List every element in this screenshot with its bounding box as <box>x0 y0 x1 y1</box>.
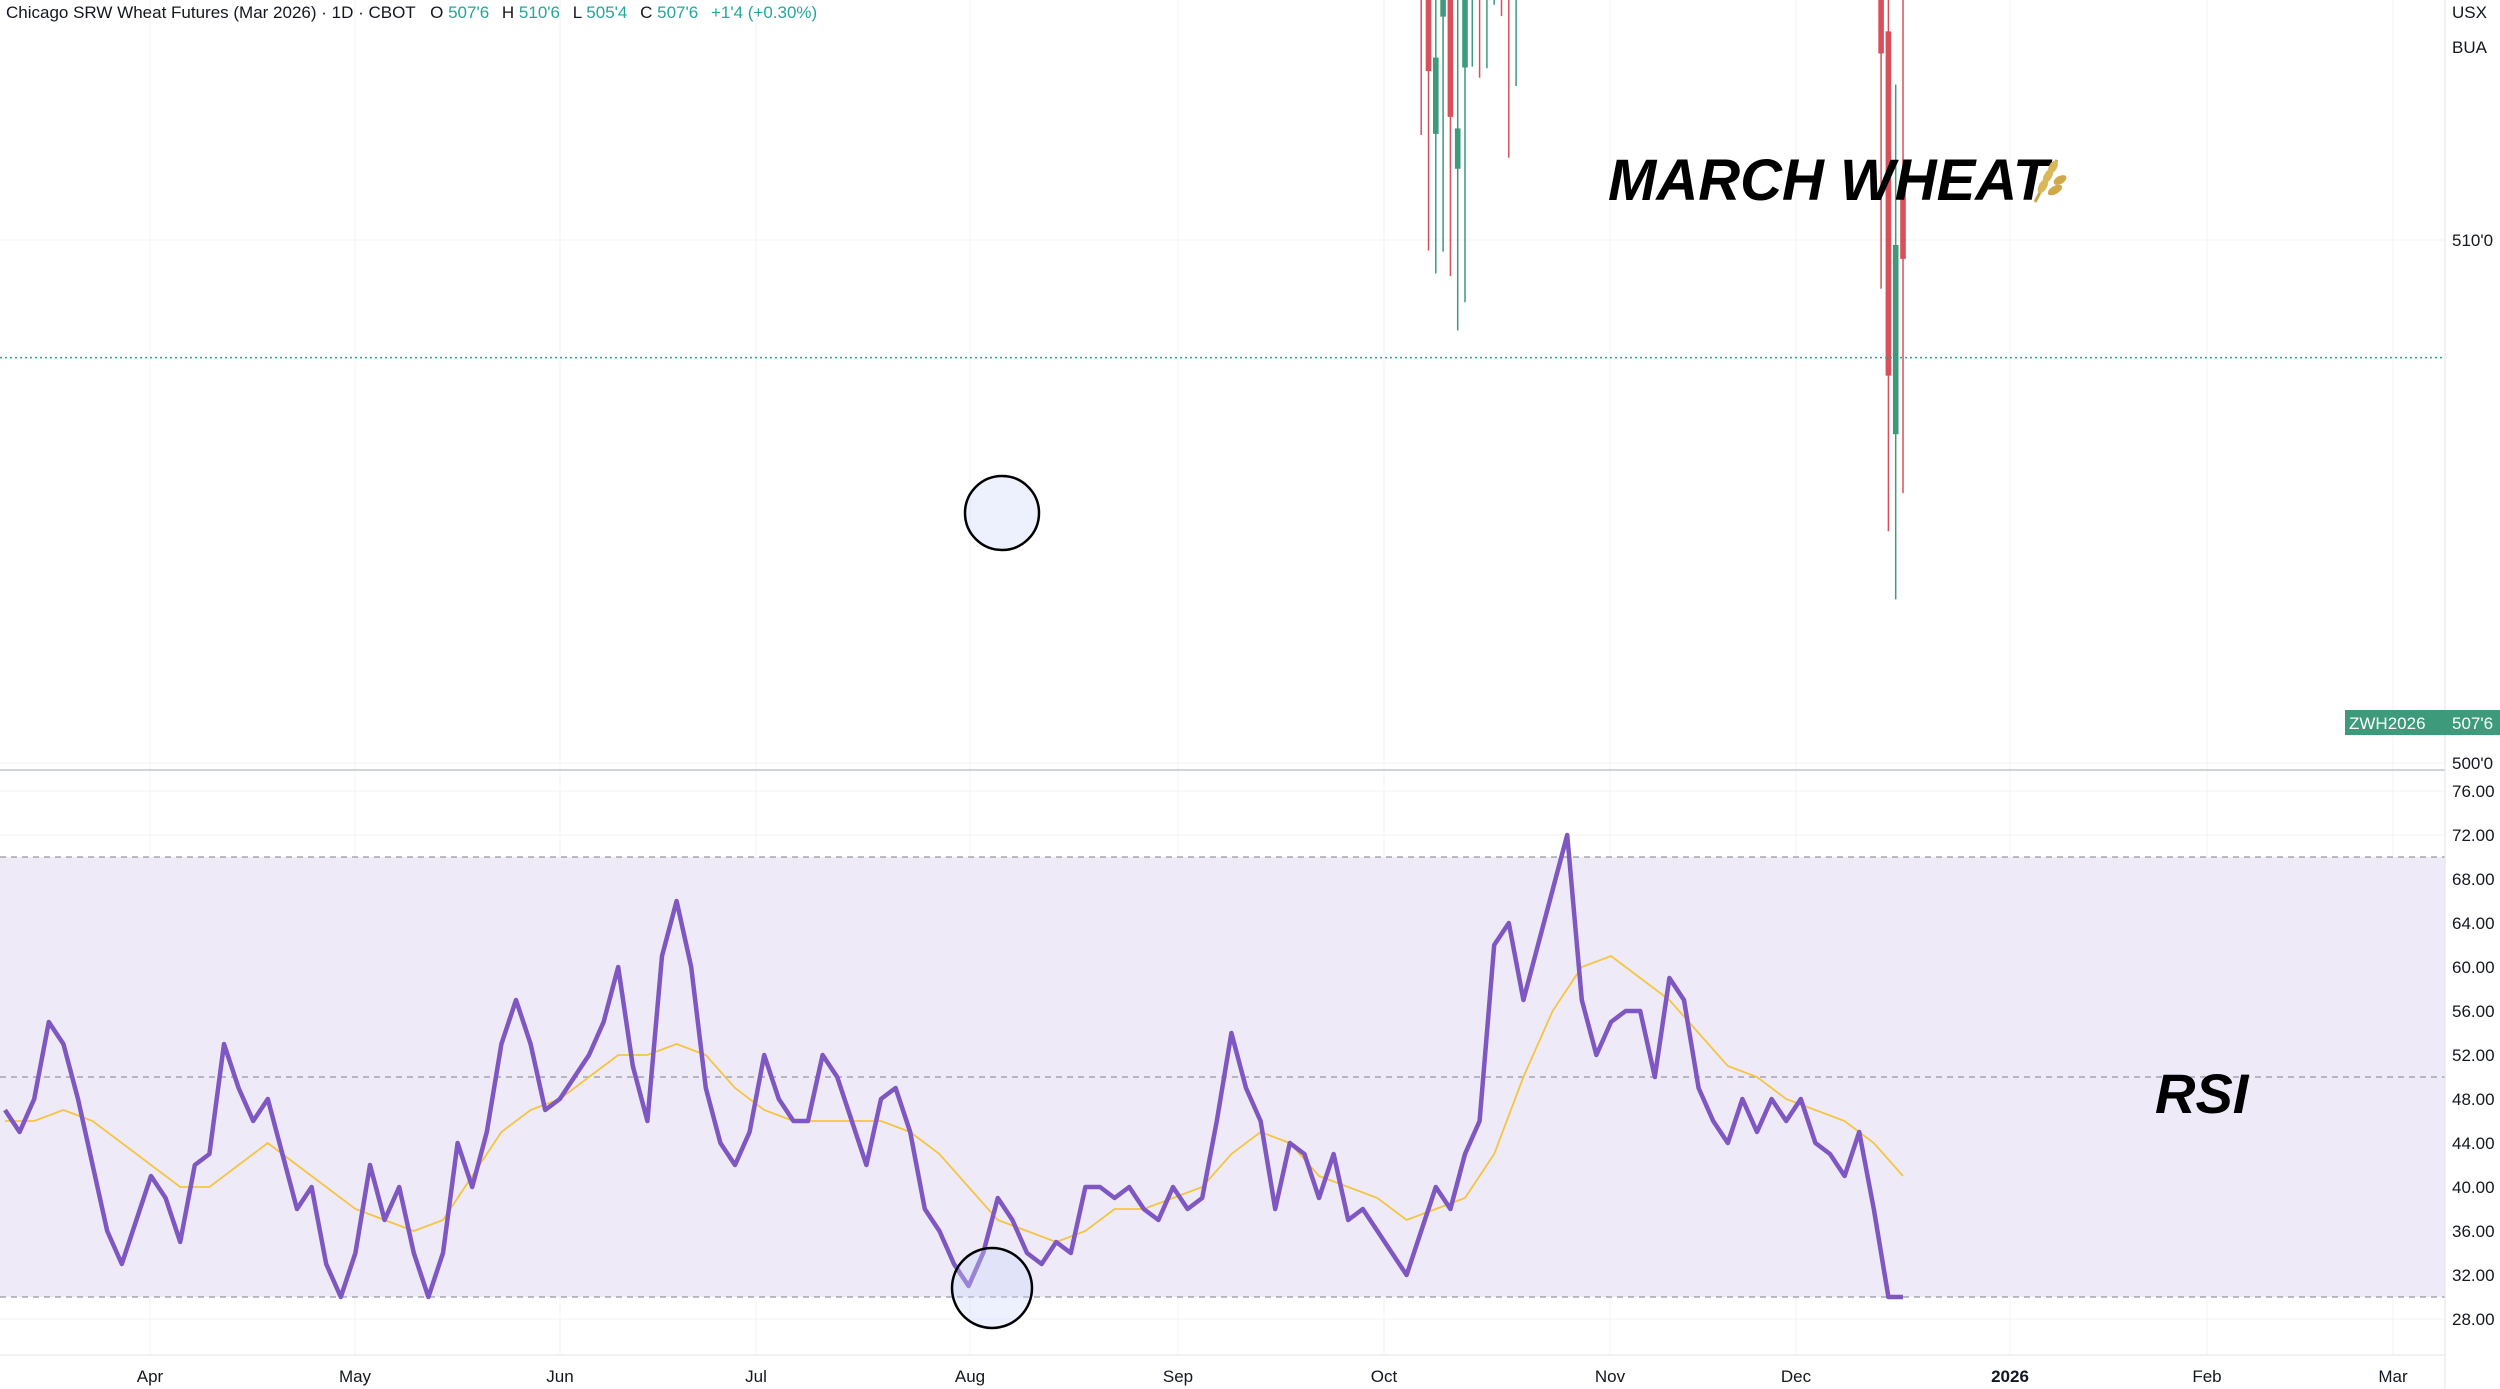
unit-label: BUA <box>2452 38 2488 57</box>
candle[interactable] <box>1477 0 1483 78</box>
price-tag-value: 507'6 <box>2452 714 2493 733</box>
rsi-tick-label: 44.00 <box>2452 1134 2495 1153</box>
high-value: 510'6 <box>519 3 560 22</box>
rsi-tick-label: 68.00 <box>2452 870 2495 889</box>
price-axis[interactable]: 500'0510'0520'0530'0540'0550'0560'0570'0… <box>2452 0 2493 773</box>
candle[interactable] <box>1454 0 1461 331</box>
time-axis[interactable]: Apr May Jun Jul Aug Sep Oct Nov Dec 2026 Feb Mar <box>137 1367 2408 1386</box>
month-tick-label: 2026 <box>1991 1367 2029 1386</box>
rsi-tick-label: 60.00 <box>2452 958 2495 977</box>
candle-body <box>1447 0 1454 117</box>
candle[interactable] <box>1470 0 1476 67</box>
price-tag-symbol: ZWH2026 <box>2349 714 2426 733</box>
month-tick-label: Mar <box>2378 1367 2408 1386</box>
month-tick-label: Dec <box>1781 1367 1812 1386</box>
rsi-tick-label: 52.00 <box>2452 1046 2495 1065</box>
change-value: +1'4 (+0.30%) <box>711 3 817 22</box>
candle-body <box>1454 128 1461 169</box>
rsi-title: RSI <box>2155 1062 2250 1125</box>
close-value: 507'6 <box>657 3 698 22</box>
candle-body <box>1878 0 1884 54</box>
price-tick-label: 500'0 <box>2452 754 2493 773</box>
rsi-tick-label: 56.00 <box>2452 1002 2495 1021</box>
close-label: C <box>640 3 652 22</box>
open-label: O <box>430 3 443 22</box>
rsi-tick-label: 76.00 <box>2452 782 2495 801</box>
rsi-tick-label: 40.00 <box>2452 1178 2495 1197</box>
rsi-layer[interactable] <box>3 832 1904 1300</box>
rsi-ma-line[interactable] <box>5 954 1904 1243</box>
price-tick-label: 510'0 <box>2452 231 2493 250</box>
candle[interactable] <box>1425 0 1432 251</box>
candle-body <box>1433 57 1439 134</box>
month-tick-label: Jun <box>546 1367 573 1386</box>
main-title: MARCH WHEAT <box>1608 148 2053 213</box>
month-tick-label: Aug <box>955 1367 985 1386</box>
currency-label: USX <box>2452 3 2487 22</box>
open-value: 507'6 <box>448 3 489 22</box>
candle-body <box>1425 0 1432 72</box>
highlight-circles <box>950 474 1041 1330</box>
candle-body <box>1885 31 1892 376</box>
month-tick-label: Nov <box>1595 1367 1626 1386</box>
symbol-description[interactable]: Chicago SRW Wheat Futures (Mar 2026) · 1… <box>6 3 415 22</box>
rsi-tick-label: 28.00 <box>2452 1310 2495 1329</box>
rsi-tick-label: 36.00 <box>2452 1222 2495 1241</box>
rsi-tick-label: 48.00 <box>2452 1090 2495 1109</box>
rsi-axis[interactable]: 28.00 32.00 36.00 40.00 44.00 48.00 52.00 56.00… <box>2452 782 2495 1329</box>
month-tick-label: May <box>339 1367 372 1386</box>
candle[interactable] <box>1447 0 1454 277</box>
low-value: 505'4 <box>586 3 627 22</box>
candle[interactable] <box>1462 0 1468 303</box>
candle-body <box>1900 189 1906 259</box>
candle[interactable] <box>1433 0 1439 274</box>
wheat-icon <box>2033 159 2067 203</box>
candle[interactable] <box>1440 0 1446 252</box>
month-tick-label: Jul <box>745 1367 767 1386</box>
rsi-tick-label: 32.00 <box>2452 1266 2495 1285</box>
rsi-tick-label: 72.00 <box>2452 826 2495 845</box>
candle[interactable] <box>1491 0 1497 5</box>
candle[interactable] <box>1878 0 1884 289</box>
candle[interactable] <box>1885 0 1892 532</box>
month-tick-label: Apr <box>137 1367 164 1386</box>
low-label: L <box>573 3 582 22</box>
header-line: Chicago SRW Wheat Futures (Mar 2026) · 1… <box>6 3 817 22</box>
price-tag: ZWH2026 507'6 <box>2345 710 2500 735</box>
candle-body <box>1440 0 1446 17</box>
candle-body <box>1462 0 1468 68</box>
high-label: H <box>502 3 514 22</box>
candles-layer[interactable] <box>2 0 1906 600</box>
candle[interactable] <box>1900 0 1906 494</box>
rsi-line[interactable] <box>3 832 1903 1300</box>
rsi-highlight-circle <box>950 1246 1034 1330</box>
candle[interactable] <box>1499 0 1505 17</box>
candle[interactable] <box>1513 0 1519 86</box>
price-highlight-circle <box>963 474 1041 552</box>
month-tick-label: Feb <box>2192 1367 2221 1386</box>
candle[interactable] <box>1418 0 1424 135</box>
candle[interactable] <box>1484 0 1490 69</box>
candle-body <box>1892 244 1899 435</box>
candle[interactable] <box>1506 0 1512 158</box>
month-tick-label: Sep <box>1163 1367 1193 1386</box>
rsi-tick-label: 64.00 <box>2452 914 2495 933</box>
month-tick-label: Oct <box>1371 1367 1398 1386</box>
candle[interactable] <box>1892 84 1899 600</box>
